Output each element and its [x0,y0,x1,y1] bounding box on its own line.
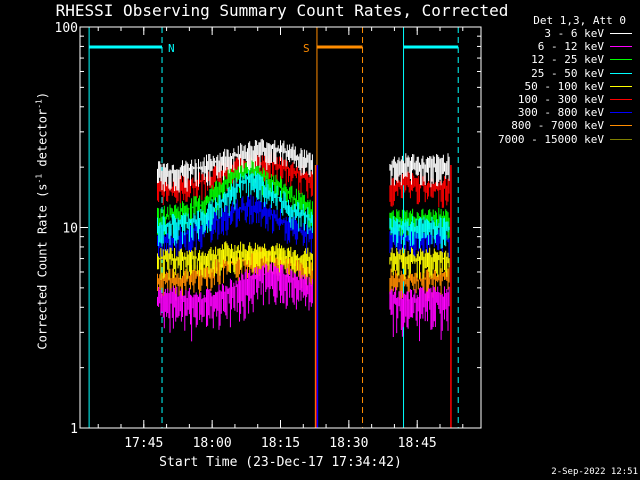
y-axis-label-end: ) [35,91,50,100]
legend-item: 800 - 7000 keV [480,119,640,132]
legend-swatch [610,138,632,140]
chart-title: RHESSI Observing Summary Count Rates, Co… [55,1,509,20]
interval-label-S: S [303,42,310,55]
series-trace-50-100keV [389,247,450,280]
legend-swatch [610,99,632,100]
y-axis-label: Corrected Count Rate (s-1 detector-1) [21,92,50,364]
legend-swatch [610,85,632,87]
x-tick-label: 17:45 [124,436,163,451]
y-axis-label-sup1: -1 [34,173,44,184]
axes: 1 10 100 17:45 18:00 18:15 18:30 18:45 [55,21,481,451]
legend-item-label: 800 - 7000 keV [511,119,604,133]
series-trace-50-100keV [157,241,313,280]
y-tick-label: 1 [70,422,78,437]
footer-date: 2-Sep-2022 12:51 [551,467,638,477]
y-tick-label: 100 [55,21,78,36]
data-series [157,138,452,428]
legend-item-label: 12 - 25 keV [531,53,604,67]
y-axis-label-sup2: -1 [34,99,44,109]
series-trace-25-50keV [157,170,313,247]
legend-item-label: 50 - 100 keV [524,79,604,93]
series-trace-6-12keV [157,262,313,342]
legend-item: 6 - 12 keV [480,40,640,53]
y-tick-label: 10 [62,222,78,237]
legend-item-label: 6 - 12 keV [537,40,604,54]
series-trace-25-50keV [389,216,450,249]
interval-label-N: N [168,42,175,55]
legend-item: 50 - 100 keV [480,80,640,93]
y-axis-label-text: Corrected Count Rate (s [35,183,50,350]
legend-item: 12 - 25 keV [480,53,640,66]
legend-swatch [610,112,632,114]
series-trace-3-6keV [157,138,313,193]
series-trace-3-6keV [389,153,450,188]
legend-item: 300 - 800 keV [480,106,640,119]
legend-item-label: 100 - 300 keV [517,93,604,106]
legend-swatch [610,125,632,127]
legend-item: 25 - 50 keV [480,67,640,80]
legend-item: 7000 - 15000 keV [480,133,640,146]
legend-item: 100 - 300 keV [480,93,640,106]
x-tick-label: 18:30 [329,436,368,451]
legend-item-label: 300 - 800 keV [517,106,604,120]
x-tick-label: 18:45 [398,436,437,451]
series-trace-6-12keV [389,286,450,342]
y-axis-label-mid: detector [35,108,50,174]
legend-swatch [610,46,632,48]
legend-item-label: 3 - 6 keV [544,27,604,40]
legend-header: Det 1,3, Att 0 [533,14,626,27]
legend-swatch [610,59,632,61]
x-tick-label: 18:15 [261,436,300,451]
legend-item-label: 7000 - 15000 keV [498,132,604,146]
legend-swatch [610,72,632,74]
series-trace-800-7000keV [389,266,450,302]
legend-item: 3 - 6 keV [480,27,640,40]
legend-swatch [610,33,632,34]
x-tick-label: 18:00 [193,436,232,451]
legend-item-label: 25 - 50 keV [531,66,604,80]
x-axis-label: Start Time (23-Dec-17 17:34:42) [159,455,402,470]
series-trace-100-300keV [157,151,313,205]
